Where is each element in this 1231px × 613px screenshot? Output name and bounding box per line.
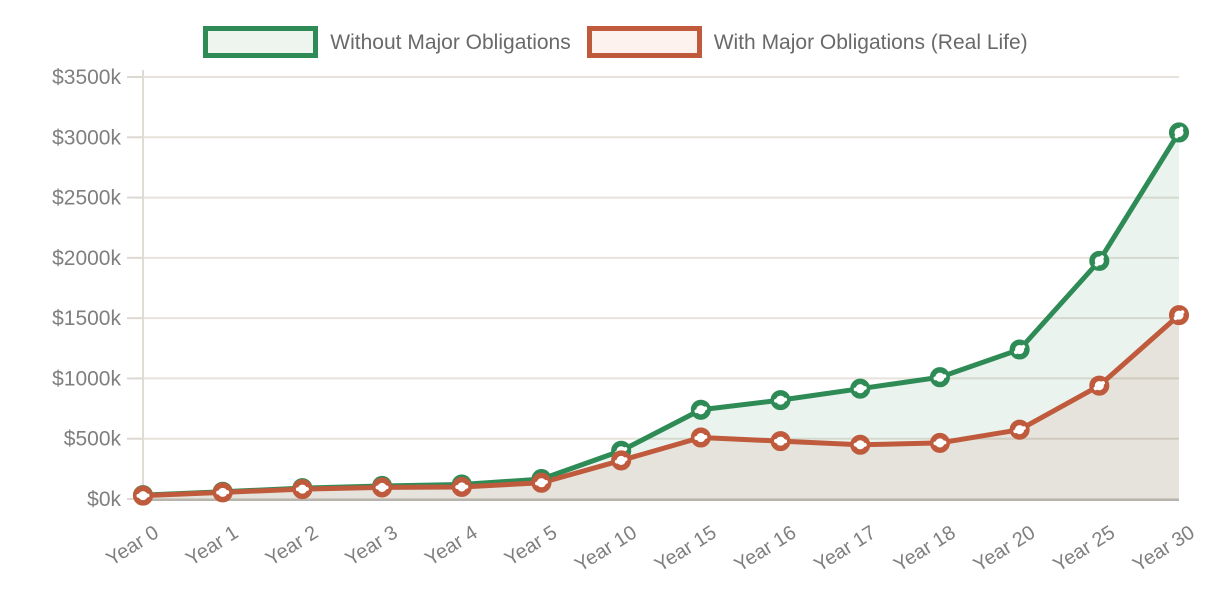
x-tick-label: Year 20 <box>970 522 1040 577</box>
data-point-dash <box>295 487 309 492</box>
y-tick-label: $3000k <box>52 126 121 149</box>
y-tick-label: $500k <box>64 428 122 451</box>
data-point-dash <box>933 374 947 381</box>
data-point-dash <box>694 406 708 414</box>
x-tick-label: Year 17 <box>810 522 880 577</box>
x-tick-label: Year 10 <box>571 522 641 577</box>
chart-legend: Without Major Obligations With Major Obl… <box>0 26 1231 58</box>
data-point-dash <box>774 439 788 444</box>
legend-swatch-with-major-obligations <box>586 26 702 58</box>
y-tick-label: $1500k <box>52 307 121 330</box>
data-point-dash <box>774 397 787 403</box>
x-tick-label: Year 30 <box>1129 522 1199 577</box>
x-tick-label: Year 16 <box>731 522 801 577</box>
data-point-dash <box>375 485 389 490</box>
x-tick-label: Year 0 <box>103 522 163 571</box>
legend-label-with-major-obligations: With Major Obligations (Real Life) <box>713 30 1028 54</box>
legend-swatch-without-major-obligations <box>203 26 319 58</box>
data-point-dash <box>1094 255 1104 267</box>
legend-label-without-major-obligations: Without Major Obligations <box>330 30 571 54</box>
y-tick-label: $2000k <box>52 247 121 270</box>
data-point-dash <box>1173 310 1185 321</box>
y-tick-label: $3500k <box>52 66 121 89</box>
y-tick-label: $1000k <box>52 367 121 390</box>
data-point-dash <box>1093 381 1105 391</box>
data-point-dash <box>136 493 150 498</box>
x-tick-label: Year 5 <box>501 522 561 571</box>
x-tick-label: Year 3 <box>342 522 402 571</box>
data-point-dash <box>535 480 548 486</box>
x-tick-label: Year 1 <box>182 522 242 571</box>
data-point-dash <box>216 490 230 495</box>
series-area-0 <box>143 132 1179 499</box>
data-point-dash <box>694 435 708 440</box>
y-tick-label: $2500k <box>52 187 121 210</box>
data-point-dash <box>853 442 867 447</box>
x-tick-label: Year 15 <box>651 522 721 577</box>
series-line-1 <box>140 312 1182 499</box>
series-area-1 <box>143 315 1179 499</box>
x-tick-label: Year 2 <box>262 522 322 571</box>
y-tick-label: $0k <box>87 488 121 511</box>
data-point-dash <box>1174 126 1184 139</box>
x-tick-label: Year 25 <box>1049 522 1119 577</box>
x-tick-label: Year 4 <box>421 522 481 571</box>
legend-item-with-major-obligations[interactable]: With Major Obligations (Real Life) <box>586 26 1028 58</box>
data-point-dash <box>933 440 947 446</box>
data-point-dash <box>1013 426 1026 434</box>
data-point-dash <box>455 484 469 489</box>
data-point-dash <box>1013 344 1026 355</box>
data-point-dash <box>614 457 628 464</box>
x-tick-label: Year 18 <box>890 522 960 577</box>
legend-item-without-major-obligations[interactable]: Without Major Obligations <box>203 26 571 58</box>
data-point-dash <box>853 386 867 392</box>
